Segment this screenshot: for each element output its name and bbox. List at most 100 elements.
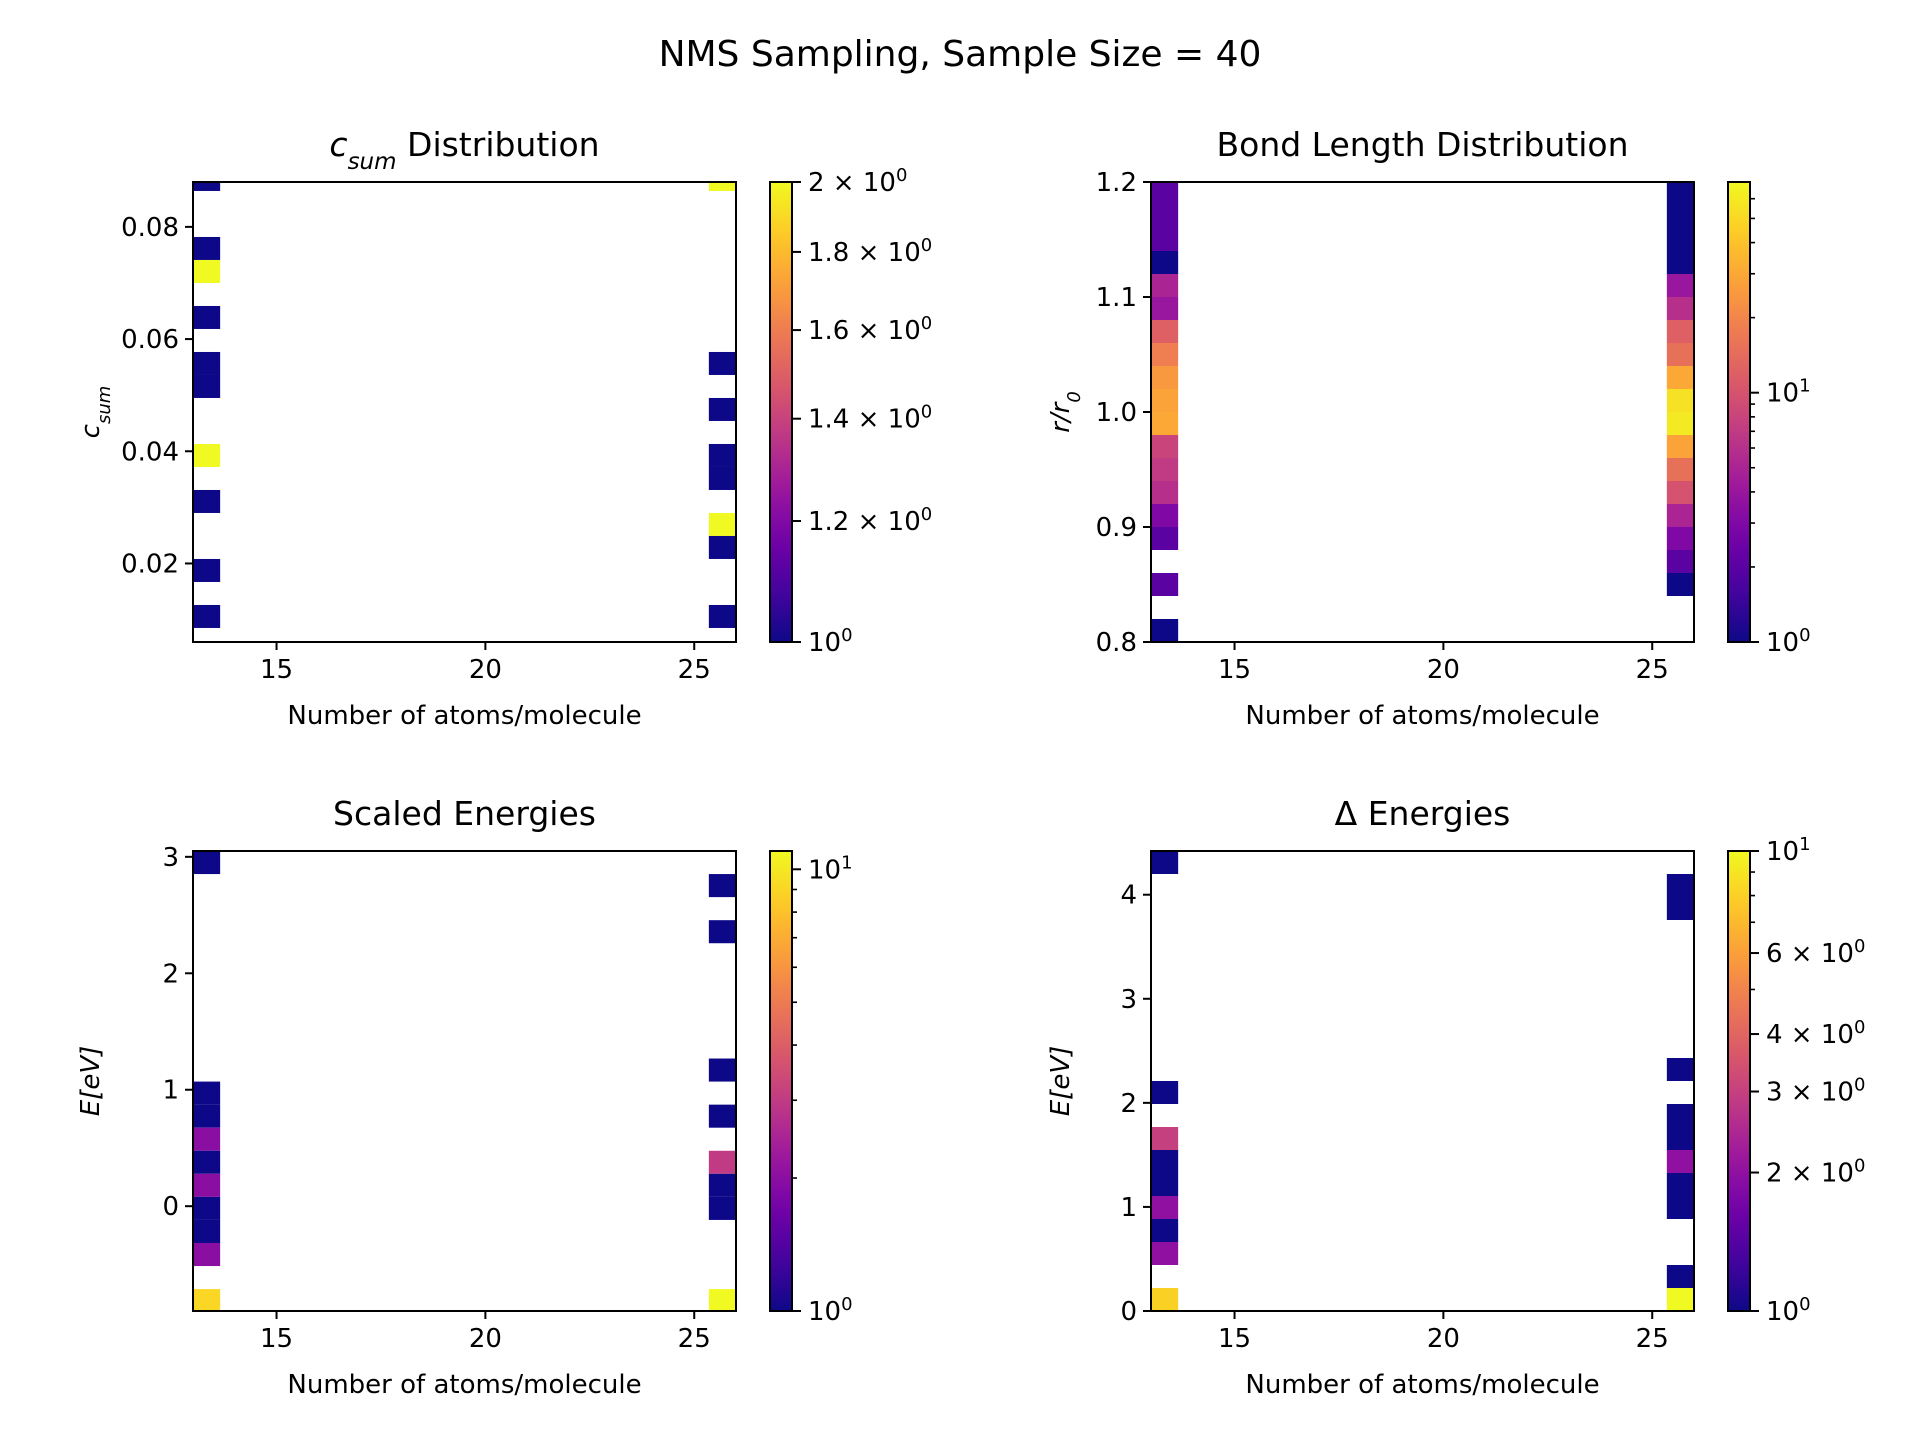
heatmap-cells xyxy=(193,182,736,628)
heatmap-cell xyxy=(1151,1219,1179,1242)
heatmap-cell xyxy=(193,489,221,513)
x-tick-label: 20 xyxy=(1427,655,1460,685)
colorbar-tick-label: 2 × 100 xyxy=(808,165,907,199)
subplot-4: 15 20 25 0 1 2 3 4 Δ Energies Number of atoms/mol… xyxy=(1046,794,1865,1400)
subplot-title-main: Scaled Energies xyxy=(333,794,596,833)
subplot-2: 15 20 25 0.8 0.9 1.0 1.1 1.2 Bond Length Distrib… xyxy=(1046,125,1811,731)
colorbar-tick-exponent: 1 xyxy=(1799,375,1810,396)
colorbar-tick-label: 4 × 100 xyxy=(1766,1017,1865,1051)
y-tick-label: 0.08 xyxy=(121,213,179,243)
heatmap-cell xyxy=(193,1150,221,1174)
y-tick-label: 1.2 xyxy=(1096,168,1137,198)
heatmap-cell xyxy=(708,1173,736,1197)
heatmap-cell xyxy=(1151,1081,1179,1104)
heatmap-cell xyxy=(708,535,736,559)
heatmap-cell xyxy=(193,236,221,260)
colorbar-tick-mantissa: 10 xyxy=(1766,379,1799,409)
heatmap-cell xyxy=(1151,481,1179,504)
x-tick-label: 25 xyxy=(1636,655,1669,685)
heatmap-cell xyxy=(193,351,221,375)
colorbar-tick-mantissa: 10 xyxy=(1766,628,1799,658)
y-axis-label: csum xyxy=(76,386,115,439)
subplot-title: Bond Length Distribution xyxy=(1216,125,1628,164)
heatmap-cell xyxy=(1666,1127,1694,1150)
heatmap-cell xyxy=(1666,504,1694,527)
heatmap-cell xyxy=(1151,297,1179,320)
y-axis-label-main: E[eV] xyxy=(1046,1046,1076,1117)
y-tick-label: 1 xyxy=(162,1076,179,1106)
x-tick-label: 15 xyxy=(1218,1324,1251,1354)
figure-title: NMS Sampling, Sample Size = 40 xyxy=(659,34,1262,75)
heatmap-cell xyxy=(1151,205,1179,228)
x-tick-label: 20 xyxy=(469,1324,502,1354)
y-tick-label: 0.06 xyxy=(121,325,179,355)
colorbar-frame xyxy=(769,181,793,643)
colorbar-tick-label: 6 × 100 xyxy=(1766,936,1865,970)
heatmap-cell xyxy=(1666,366,1694,389)
colorbar-tick-mantissa: 1.8 × 10 xyxy=(808,238,921,268)
colorbar-tick-mantissa: 10 xyxy=(808,855,841,885)
heatmap-cell xyxy=(1666,1150,1694,1173)
heatmap-cell xyxy=(708,1104,736,1128)
subplot-title: csum Distribution xyxy=(329,125,599,175)
y-tick-label: 3 xyxy=(1120,985,1137,1015)
y-axis-label: E[eV] xyxy=(76,1046,106,1117)
heatmap-cell xyxy=(1151,851,1179,874)
subplot-title-main: Bond Length Distribution xyxy=(1216,125,1628,164)
x-axis-label: Number of atoms/molecule xyxy=(287,701,641,731)
heatmap-cell xyxy=(1666,320,1694,343)
heatmap-cell xyxy=(1151,228,1179,251)
y-tick-label: 1.0 xyxy=(1096,398,1137,428)
x-tick-label: 15 xyxy=(260,655,293,685)
heatmap-cell xyxy=(1151,527,1179,550)
axes-frame xyxy=(192,850,737,1312)
heatmap-cell xyxy=(1666,297,1694,320)
heatmap-cell xyxy=(1151,389,1179,412)
heatmap-cell xyxy=(708,604,736,628)
heatmap-cell xyxy=(708,1058,736,1082)
heatmap-cell xyxy=(193,443,221,467)
heatmap-cell xyxy=(1666,527,1694,550)
axes-frame xyxy=(192,181,737,643)
colorbar-tick-label: 101 xyxy=(1766,834,1811,868)
heatmap-cell xyxy=(193,1081,221,1105)
heatmap-cell xyxy=(1666,1173,1694,1196)
heatmap-cell xyxy=(1666,1104,1694,1127)
colorbar-tick-mantissa: 1.2 × 10 xyxy=(808,507,921,537)
heatmap-cell xyxy=(193,259,221,283)
colorbar-tick-exponent: 1 xyxy=(841,852,852,873)
heatmap-cell xyxy=(1151,504,1179,527)
heatmap-cell xyxy=(193,851,221,875)
colorbar-tick-label: 1.2 × 100 xyxy=(808,504,932,538)
colorbar-frame xyxy=(769,850,793,1312)
heatmap-cell xyxy=(1666,435,1694,458)
heatmap-cell xyxy=(1151,619,1179,642)
heatmap-cell xyxy=(1666,1058,1694,1081)
colorbar-tick-label: 100 xyxy=(808,625,853,659)
heatmap-cell xyxy=(1666,343,1694,366)
y-axis-label-main: r/r xyxy=(1046,400,1076,432)
y-tick-label: 2 xyxy=(1120,1089,1137,1119)
x-tick-label: 25 xyxy=(1636,1324,1669,1354)
colorbar-tick-exponent: 0 xyxy=(841,1294,852,1315)
heatmap-cell xyxy=(1151,1196,1179,1219)
y-tick-label: 0.8 xyxy=(1096,628,1137,658)
colorbar-tick-mantissa: 10 xyxy=(808,628,841,658)
heatmap-cell xyxy=(1666,1196,1694,1219)
heatmap-cell xyxy=(1666,274,1694,297)
colorbar-tick-mantissa: 6 × 10 xyxy=(1766,939,1854,969)
subplot-3: 15 20 25 0 1 2 3 Scaled Energies Number of atoms… xyxy=(76,794,853,1400)
y-axis-label-subscript: 0 xyxy=(1064,391,1085,402)
heatmap-cell xyxy=(708,874,736,898)
x-tick-label: 20 xyxy=(1427,1324,1460,1354)
subplot-title-main: Δ Energies xyxy=(1335,794,1511,833)
heatmap-cell xyxy=(193,1104,221,1128)
subplot-title-main: c xyxy=(329,125,347,164)
x-tick-label: 20 xyxy=(469,655,502,685)
colorbar-frame xyxy=(1727,850,1751,1312)
heatmap-cell xyxy=(708,1289,736,1311)
